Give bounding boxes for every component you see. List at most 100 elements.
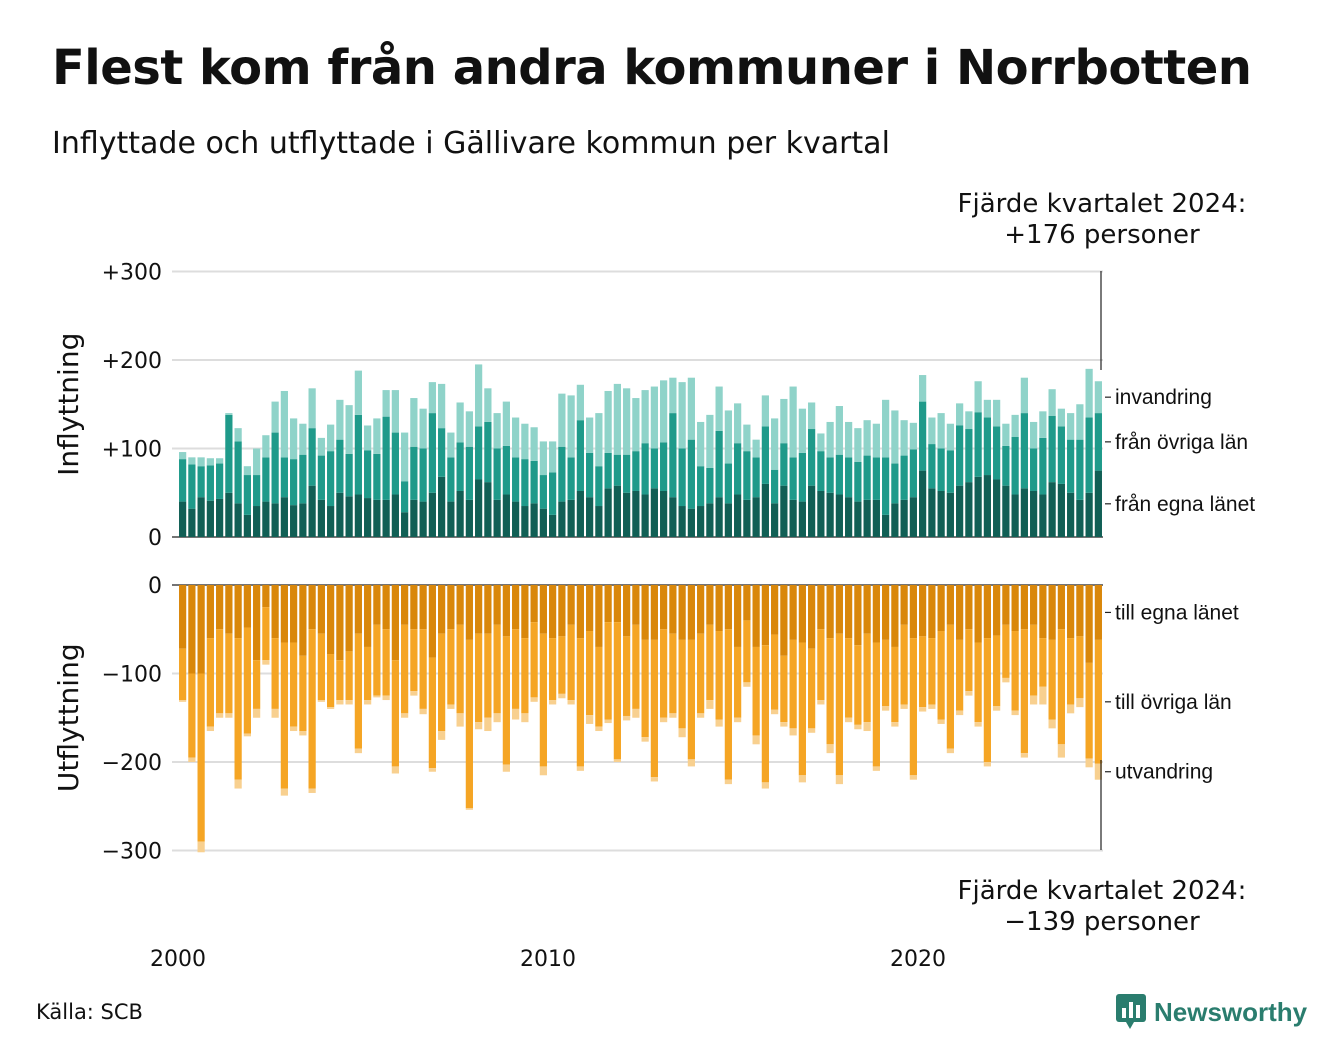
bar-outflow-other-counties (752, 646, 760, 736)
bar-outflow-other-counties (678, 639, 686, 729)
bar-inflow-immigration (216, 458, 224, 464)
bar-inflow-own-county (401, 512, 409, 537)
bar-inflow-other-counties (808, 429, 816, 486)
bar-outflow-emigration (280, 788, 288, 796)
bar-inflow-own-county (586, 497, 594, 537)
bar-inflow-immigration (364, 425, 372, 451)
newsworthy-logo[interactable]: Newsworthy (1116, 994, 1307, 1030)
bar-outflow-other-counties (983, 638, 991, 762)
bar-outflow-emigration (253, 708, 261, 718)
bar-inflow-other-counties (595, 466, 603, 507)
bar-outflow-other-counties (660, 629, 668, 718)
bar-inflow-own-county (364, 498, 372, 537)
bar-inflow-immigration (595, 413, 603, 467)
bar-inflow-immigration (835, 406, 843, 455)
bar-outflow-own-county (280, 585, 288, 643)
bar-inflow-other-counties (373, 453, 381, 500)
bar-outflow-other-counties (623, 636, 631, 716)
bar-inflow-own-county (595, 506, 603, 537)
bar-inflow-other-counties (188, 464, 196, 509)
bar-inflow-other-counties (216, 463, 224, 499)
bar-inflow-other-counties (271, 432, 279, 504)
bar-inflow-other-counties (484, 421, 492, 483)
bar-outflow-other-counties (188, 673, 196, 758)
bar-outflow-other-counties (280, 642, 288, 789)
bar-outflow-emigration (771, 709, 779, 715)
bar-inflow-own-county (919, 470, 927, 537)
bar-inflow-other-counties (1011, 436, 1019, 495)
bar-outflow-other-counties (1030, 624, 1038, 696)
bar-inflow-own-county (715, 497, 723, 537)
bar-inflow-other-counties (401, 481, 409, 513)
bar-outflow-other-counties (197, 673, 205, 842)
bar-inflow-other-counties (983, 417, 991, 476)
bar-inflow-own-county (327, 506, 335, 537)
bar-outflow-emigration (715, 719, 723, 727)
bar-inflow-other-counties (771, 469, 779, 504)
bar-outflow-emigration (623, 715, 631, 721)
bar-inflow-immigration (465, 411, 473, 447)
bar-outflow-other-counties (937, 631, 945, 720)
bar-inflow-other-counties (1076, 439, 1084, 500)
bar-outflow-other-counties (354, 633, 362, 749)
bar-inflow-immigration (789, 386, 797, 458)
bar-inflow-own-county (206, 500, 214, 537)
annotation-inflow-line1: Fjärde kvartalet 2024: (958, 189, 1247, 219)
bar-inflow-own-county (835, 494, 843, 537)
bar-inflow-own-county (974, 476, 982, 537)
bar-outflow-other-counties (428, 657, 436, 769)
bar-outflow-emigration (1030, 695, 1038, 705)
bar-outflow-own-county (1048, 585, 1056, 640)
bar-inflow-other-counties (317, 455, 325, 500)
bar-outflow-emigration (419, 708, 427, 715)
bar-inflow-own-county (623, 492, 631, 537)
bar-inflow-immigration (909, 422, 917, 450)
bar-inflow-other-counties (604, 452, 612, 489)
bar-outflow-emigration (743, 682, 751, 687)
bar-outflow-own-county (706, 585, 714, 625)
bar-outflow-other-counties (1002, 624, 1010, 678)
bar-outflow-own-county (1057, 585, 1065, 630)
bar-inflow-other-counties (660, 442, 668, 491)
bar-outflow-other-counties (715, 631, 723, 720)
bar-outflow-emigration (752, 735, 760, 745)
bar-outflow-own-county (401, 585, 409, 625)
bar-inflow-other-counties (530, 460, 538, 504)
bar-inflow-immigration (271, 401, 279, 433)
bar-outflow-emigration (438, 731, 446, 740)
bar-outflow-emigration (521, 713, 529, 723)
bar-outflow-own-county (965, 585, 973, 630)
bar-outflow-emigration (512, 708, 520, 720)
bar-outflow-emigration (1085, 758, 1093, 768)
bar-outflow-emigration (882, 706, 890, 711)
bar-outflow-other-counties (567, 624, 575, 701)
bar-inflow-own-county (1020, 488, 1028, 537)
bar-outflow-emigration (687, 759, 695, 767)
bar-outflow-other-counties (317, 633, 325, 701)
bar-outflow-emigration (650, 777, 658, 782)
bar-outflow-other-counties (345, 651, 353, 701)
bar-outflow-other-counties (706, 624, 714, 701)
bar-inflow-own-county (808, 485, 816, 537)
bar-inflow-immigration (456, 402, 464, 443)
y-tick-label-inflow: +200 (102, 349, 162, 374)
bar-outflow-emigration (243, 733, 251, 737)
bar-inflow-immigration (632, 398, 640, 452)
bar-outflow-own-county (817, 585, 825, 630)
bar-inflow-immigration (678, 382, 686, 449)
bar-outflow-other-counties (845, 638, 853, 718)
bar-inflow-own-county (391, 494, 399, 537)
bar-inflow-other-counties (225, 414, 233, 493)
bar-outflow-own-county (872, 585, 880, 643)
bar-outflow-emigration (845, 717, 853, 723)
bar-outflow-emigration (678, 728, 686, 738)
bar-outflow-own-county (576, 585, 584, 639)
bar-outflow-other-counties (225, 633, 233, 714)
segment-label: till övriga län (1115, 691, 1232, 714)
bar-outflow-own-county (336, 585, 344, 661)
bar-inflow-immigration (1085, 368, 1093, 418)
bar-outflow-own-county (1076, 585, 1084, 637)
bar-inflow-immigration (687, 377, 695, 440)
bar-inflow-own-county (1011, 494, 1019, 537)
bar-inflow-immigration (1020, 377, 1028, 414)
